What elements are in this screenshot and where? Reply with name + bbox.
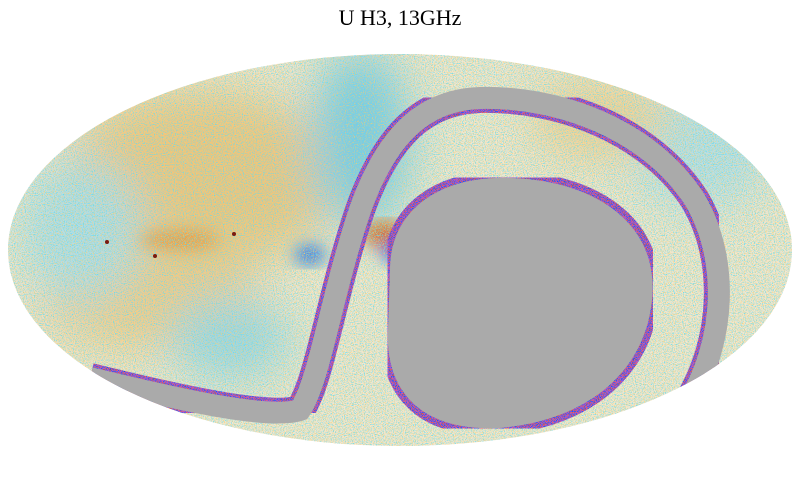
map-body [8,54,792,446]
title: U H3, 13GHz [339,5,462,30]
